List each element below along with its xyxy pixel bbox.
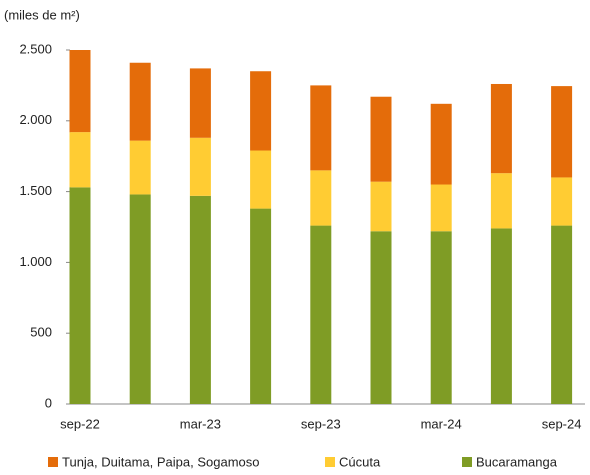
y-tick-label: 2.000 <box>19 112 52 127</box>
bar-segment <box>370 231 392 404</box>
bar-segment <box>69 50 91 133</box>
bar-segment <box>129 194 151 404</box>
x-tick-label: sep-24 <box>542 416 582 431</box>
x-tick-label: mar-23 <box>180 416 221 431</box>
bar-segment <box>490 173 512 229</box>
x-tick-label: mar-24 <box>421 416 462 431</box>
y-tick-label: 500 <box>30 325 52 340</box>
bar-segment <box>189 68 211 138</box>
x-tick-label: sep-22 <box>60 416 100 431</box>
legend-label: Bucaramanga <box>476 454 558 469</box>
bar-segment <box>490 228 512 404</box>
x-tick-label: sep-23 <box>301 416 341 431</box>
bar-segment <box>430 103 452 185</box>
legend-label: Cúcuta <box>339 454 381 469</box>
bar-segment <box>551 86 573 178</box>
bar-segment <box>310 85 332 171</box>
y-tick-label: 1.000 <box>19 254 52 269</box>
legend-swatch <box>462 457 472 467</box>
legend-swatch <box>325 457 335 467</box>
bar-segment <box>310 170 332 226</box>
y-tick-label: 2.500 <box>19 41 52 56</box>
legend-label: Tunja, Duitama, Paipa, Sogamoso <box>62 454 260 469</box>
bar-segment <box>551 225 573 404</box>
bar-segment <box>69 187 91 404</box>
bar-segment <box>250 208 272 404</box>
bar-segment <box>129 62 151 141</box>
bar-segment <box>370 96 392 182</box>
bar-segment <box>551 177 573 226</box>
bar-segment <box>370 181 392 232</box>
bar-segment <box>129 140 151 195</box>
y-tick-label: 1.500 <box>19 183 52 198</box>
y-axis-title: (miles de m²) <box>4 7 80 22</box>
bar-segment <box>250 150 272 209</box>
bar-segment <box>189 137 211 196</box>
bar-segment <box>430 184 452 232</box>
bar-segment <box>430 231 452 404</box>
bar-segment <box>69 132 91 188</box>
legend-swatch <box>48 457 58 467</box>
bar-segment <box>490 83 512 174</box>
bar-segment <box>250 71 272 151</box>
bar-segment <box>189 195 211 404</box>
y-tick-label: 0 <box>45 395 52 410</box>
bar-segment <box>310 225 332 404</box>
